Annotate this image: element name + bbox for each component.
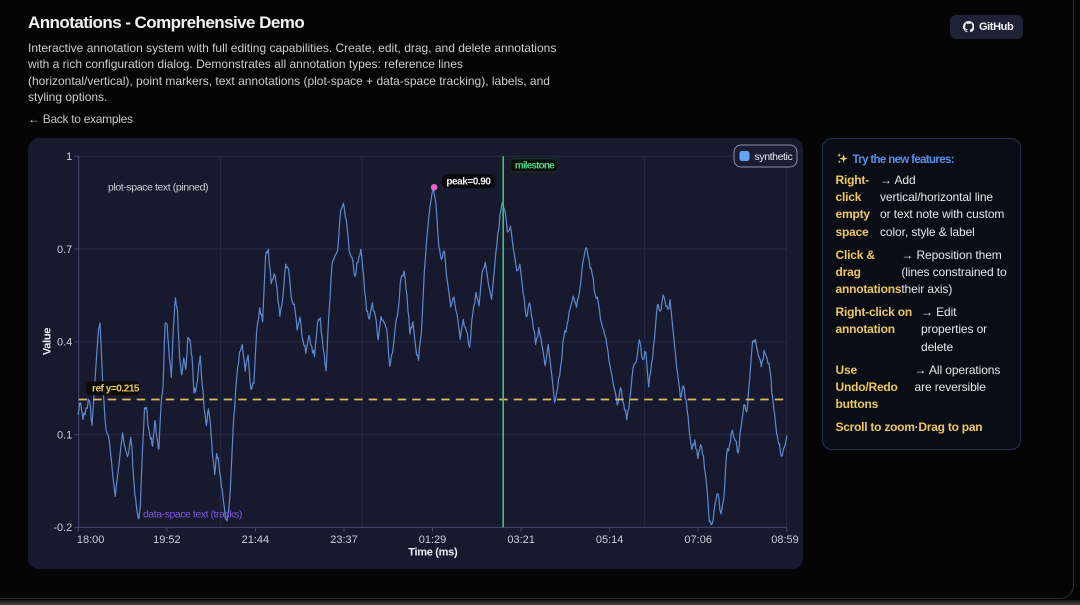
svg-text:Value: Value [42, 328, 54, 355]
svg-text:synthetic: synthetic [755, 151, 793, 163]
svg-text:0.4: 0.4 [57, 337, 72, 349]
svg-text:milestone: milestone [515, 161, 555, 172]
svg-text:0.1: 0.1 [57, 429, 72, 441]
svg-text:plot-space text (pinned): plot-space text (pinned) [108, 182, 208, 194]
svg-text:0.7: 0.7 [57, 244, 72, 256]
svg-text:Time (ms): Time (ms) [408, 547, 458, 559]
svg-text:data-space text (tracks): data-space text (tracks) [143, 509, 242, 521]
svg-text:18:00: 18:00 [77, 534, 105, 546]
svg-text:23:37: 23:37 [330, 534, 358, 546]
svg-text:05:14: 05:14 [596, 534, 624, 546]
svg-text:03:21: 03:21 [507, 534, 535, 546]
svg-text:19:52: 19:52 [153, 534, 181, 546]
svg-text:07:06: 07:06 [684, 534, 712, 546]
svg-text:-0.2: -0.2 [53, 522, 72, 534]
svg-text:08:59: 08:59 [771, 534, 799, 546]
svg-text:21:44: 21:44 [242, 534, 270, 546]
svg-text:01:29: 01:29 [419, 534, 447, 546]
svg-text:ref y=0.215: ref y=0.215 [92, 384, 140, 395]
svg-text:1: 1 [66, 151, 72, 163]
svg-text:peak=0.90: peak=0.90 [446, 177, 491, 188]
